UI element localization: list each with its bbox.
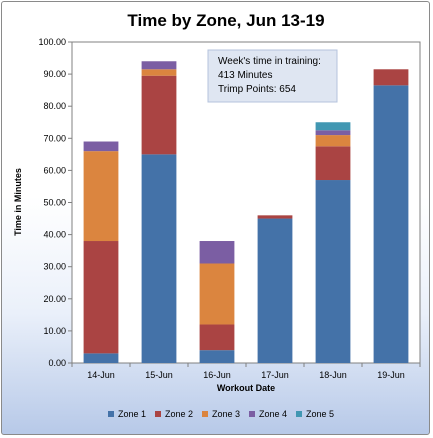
legend-label: Zone 3 bbox=[212, 409, 240, 419]
bar-segment-zone-5 bbox=[315, 122, 351, 131]
y-tick-label: 60.00 bbox=[43, 165, 66, 175]
chart-title: Time by Zone, Jun 13-19 bbox=[127, 11, 324, 30]
x-axis-title: Workout Date bbox=[217, 383, 275, 393]
legend-swatch-zone-3 bbox=[202, 411, 208, 417]
x-tick-label: 17-Jun bbox=[261, 370, 289, 380]
y-tick-label: 80.00 bbox=[43, 101, 66, 111]
bar-segment-zone-4 bbox=[141, 61, 177, 70]
y-axis-title: Time in Minutes bbox=[13, 168, 23, 236]
y-tick-label: 30.00 bbox=[43, 262, 66, 272]
x-tick-label: 15-Jun bbox=[145, 370, 173, 380]
legend-label: Zone 5 bbox=[306, 409, 334, 419]
bar-segment-zone-2 bbox=[315, 146, 351, 181]
legend-label: Zone 1 bbox=[118, 409, 146, 419]
legend-swatch-zone-2 bbox=[155, 411, 161, 417]
bar-segment-zone-2 bbox=[141, 75, 177, 155]
bar-segment-zone-3 bbox=[83, 151, 119, 242]
training-summary-line-3: Trimp Points: 654 bbox=[218, 84, 296, 95]
y-tick-label: 100.00 bbox=[38, 37, 66, 47]
bar-segment-zone-1 bbox=[257, 218, 293, 363]
bar-segment-zone-2 bbox=[373, 69, 409, 86]
legend: Zone 1 Zone 2 Zone 3 Zone 4 Zone 5 bbox=[108, 409, 334, 419]
y-tick-label: 70.00 bbox=[43, 133, 66, 143]
legend-swatch-zone-1 bbox=[108, 411, 114, 417]
x-tick-label: 19-Jun bbox=[377, 370, 405, 380]
x-tick-label: 18-Jun bbox=[319, 370, 347, 380]
bar-segment-zone-1 bbox=[315, 180, 351, 363]
bar-segment-zone-4 bbox=[83, 141, 119, 152]
training-summary-background bbox=[207, 49, 338, 103]
bar-segment-zone-1 bbox=[373, 85, 409, 364]
bars bbox=[83, 61, 409, 364]
y-tick-label: 50.00 bbox=[43, 198, 66, 208]
bar-segment-zone-3 bbox=[315, 135, 351, 147]
y-tick-label: 10.00 bbox=[43, 326, 66, 336]
legend-swatch-zone-5 bbox=[296, 411, 302, 417]
y-axis: 0.00 10.00 20.00 30.00 40.00 50.00 60.00 70.00 8… bbox=[38, 37, 72, 368]
x-tick-label: 16-Jun bbox=[203, 370, 231, 380]
bar-segment-zone-2 bbox=[83, 241, 119, 354]
training-summary-line-1: Week's time in training: bbox=[218, 56, 321, 67]
bar-segment-zone-1 bbox=[199, 350, 235, 363]
bar-segment-zone-1 bbox=[83, 353, 119, 363]
y-tick-label: 40.00 bbox=[43, 230, 66, 240]
bar-segment-zone-2 bbox=[257, 215, 293, 219]
y-tick-label: 90.00 bbox=[43, 69, 66, 79]
y-tick-label: 0.00 bbox=[48, 358, 66, 368]
bar-segment-zone-3 bbox=[199, 263, 235, 325]
x-axis: 14-Jun 15-Jun 16-Jun 17-Jun 18-Jun 19-Jun bbox=[71, 363, 421, 380]
legend-swatch-zone-4 bbox=[249, 411, 255, 417]
training-summary-line-2: 413 Minutes bbox=[218, 70, 272, 81]
legend-label: Zone 2 bbox=[165, 409, 193, 419]
bar-segment-zone-3 bbox=[141, 69, 177, 76]
bar-segment-zone-1 bbox=[141, 154, 177, 363]
x-tick-label: 14-Jun bbox=[87, 370, 115, 380]
legend-label: Zone 4 bbox=[259, 409, 287, 419]
bar-segment-zone-2 bbox=[199, 324, 235, 351]
bar-segment-zone-4 bbox=[315, 130, 351, 136]
bar-segment-zone-4 bbox=[199, 241, 235, 264]
y-tick-label: 20.00 bbox=[43, 294, 66, 304]
training-summary-box: Week's time in training: 413 Minutes Tri… bbox=[207, 49, 338, 103]
